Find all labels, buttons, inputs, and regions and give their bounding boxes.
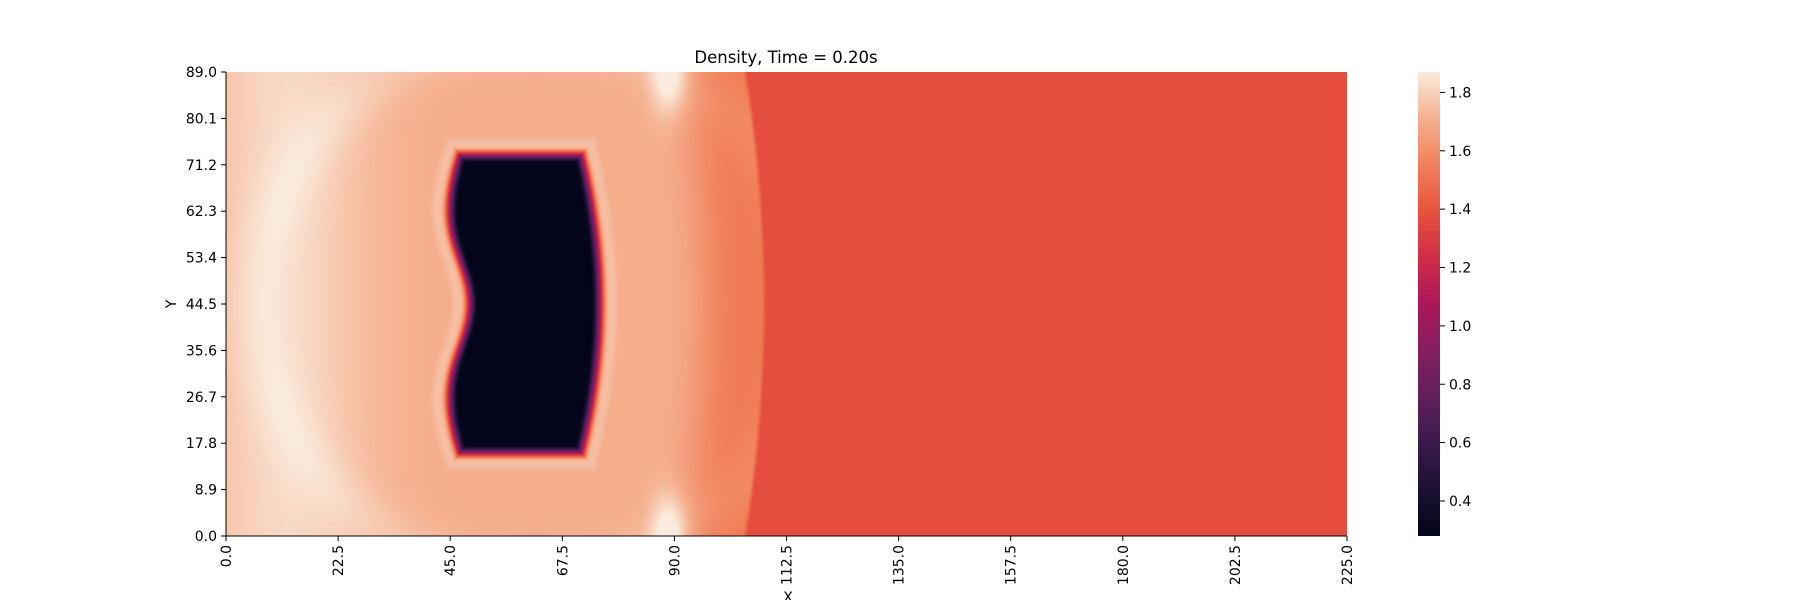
y-tick-label: 89.0	[186, 65, 217, 81]
y-tick-label: 17.8	[186, 436, 217, 452]
y-tick-label: 44.5	[186, 297, 217, 313]
x-tick-label: 0.0	[219, 545, 235, 567]
y-tick-label: 53.4	[186, 251, 217, 267]
colorbar-tick-label: 0.8	[1449, 377, 1471, 393]
colorbar-tick-label: 0.6	[1449, 436, 1471, 452]
y-tick-label: 35.6	[186, 343, 217, 359]
y-tick-label: 8.9	[195, 483, 217, 499]
colorbar	[1418, 72, 1440, 536]
y-tick-label: 0.0	[195, 529, 217, 545]
y-tick-label: 80.1	[186, 111, 217, 127]
x-tick-label: 225.0	[1340, 545, 1356, 585]
chart-title: Density, Time = 0.20s	[694, 48, 877, 67]
x-tick-label: 90.0	[667, 545, 683, 576]
colorbar-tick-label: 0.4	[1449, 494, 1471, 510]
density-heatmap	[226, 72, 1347, 536]
x-tick-label: 22.5	[331, 545, 347, 576]
colorbar-tick-label: 1.2	[1449, 261, 1471, 277]
x-tick-label: 112.5	[780, 545, 796, 585]
y-axis-label: Y	[164, 299, 180, 309]
x-axis-label: X	[783, 590, 793, 600]
x-tick-label: 202.5	[1228, 545, 1244, 585]
colorbar-tick-label: 1.0	[1449, 319, 1471, 335]
x-tick-label: 157.5	[1004, 545, 1020, 585]
x-tick-label: 135.0	[892, 545, 908, 585]
y-tick-label: 62.3	[186, 204, 217, 220]
x-tick-label: 67.5	[555, 545, 571, 576]
colorbar-tick-label: 1.6	[1449, 144, 1471, 160]
colorbar-tick-label: 1.8	[1449, 85, 1471, 101]
y-tick-label: 71.2	[186, 158, 217, 174]
x-tick-label: 45.0	[443, 545, 459, 576]
colorbar-tick-label: 1.4	[1449, 202, 1471, 218]
y-tick-label: 26.7	[186, 390, 217, 406]
x-tick-label: 180.0	[1116, 545, 1132, 585]
